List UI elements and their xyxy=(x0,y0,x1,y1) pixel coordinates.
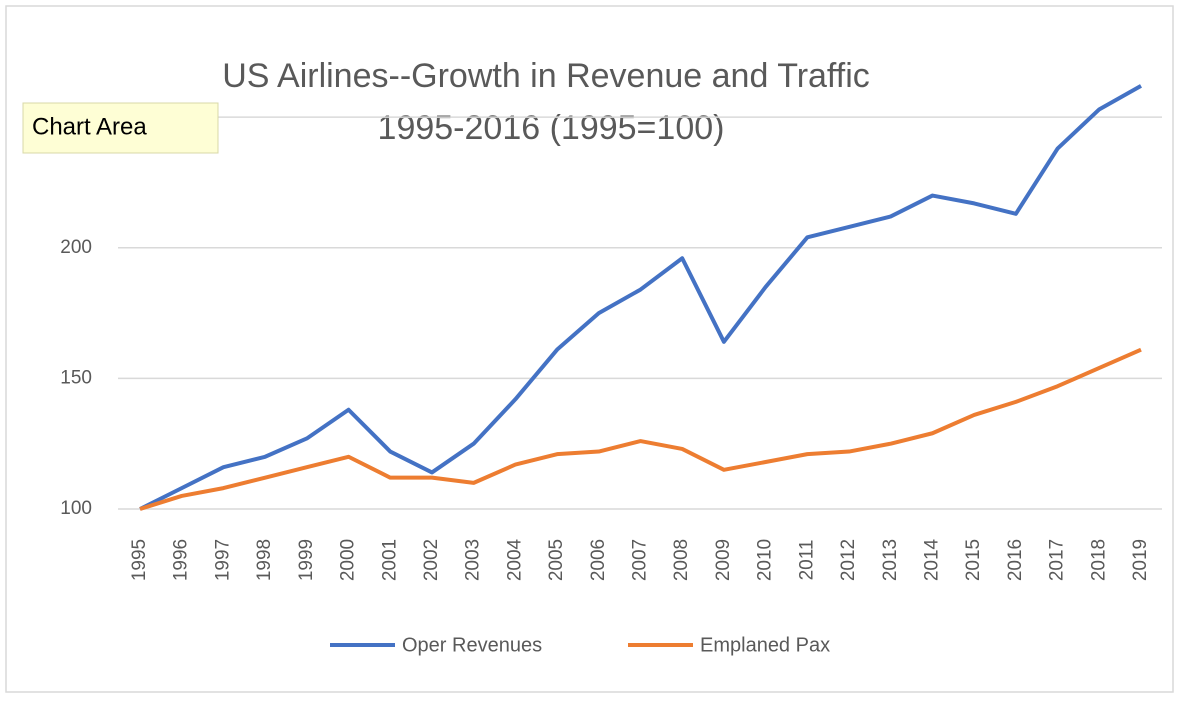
x-tick-label: 2012 xyxy=(838,539,859,581)
x-tick-label: 1997 xyxy=(212,539,233,581)
x-tick-label: 2013 xyxy=(880,539,901,581)
x-tick-label: 2004 xyxy=(504,538,525,581)
x-tick-label: 1999 xyxy=(296,539,317,581)
plot-area: 1001502002501995199619971998199920002001… xyxy=(60,84,1162,656)
x-tick-label: 2003 xyxy=(463,539,484,581)
legend-label: Oper Revenues xyxy=(402,634,542,656)
x-tick-label: 2002 xyxy=(421,539,442,581)
x-tick-label: 2011 xyxy=(796,540,817,581)
x-tick-label: 1995 xyxy=(129,539,150,581)
x-tick-label: 2007 xyxy=(630,539,651,581)
tooltip: Chart Area xyxy=(22,102,219,154)
x-tick-label: 2001 xyxy=(379,539,400,581)
chart-title: US Airlines--Growth in Revenue and Traff… xyxy=(222,57,870,95)
tooltip-text: Chart Area xyxy=(32,113,147,140)
x-tick-label: 2015 xyxy=(963,539,984,581)
x-tick-label: 2018 xyxy=(1088,539,1109,581)
x-tick-label: 2019 xyxy=(1130,539,1151,581)
x-tick-label: 2017 xyxy=(1047,539,1068,581)
x-tick-label: 1996 xyxy=(171,539,192,581)
x-tick-label: 2006 xyxy=(588,539,609,581)
chart-subtitle: 1995-2016 (1995=100) xyxy=(378,109,725,147)
y-tick-label: 200 xyxy=(60,237,92,258)
x-tick-label: 2008 xyxy=(671,539,692,581)
legend-label: Emplaned Pax xyxy=(700,634,830,656)
x-tick-label: 2016 xyxy=(1005,539,1026,581)
y-tick-label: 150 xyxy=(60,367,92,388)
x-tick-label: 2000 xyxy=(338,539,359,581)
x-tick-label: 2009 xyxy=(713,539,734,581)
series-line xyxy=(139,347,1142,511)
x-tick-label: 1998 xyxy=(254,539,275,581)
tooltip-box xyxy=(22,102,219,154)
y-tick-label: 100 xyxy=(60,498,92,519)
x-tick-label: 2010 xyxy=(755,539,776,581)
series-line xyxy=(139,84,1142,511)
x-tick-label: 2014 xyxy=(921,538,942,581)
x-tick-label: 2005 xyxy=(546,539,567,581)
